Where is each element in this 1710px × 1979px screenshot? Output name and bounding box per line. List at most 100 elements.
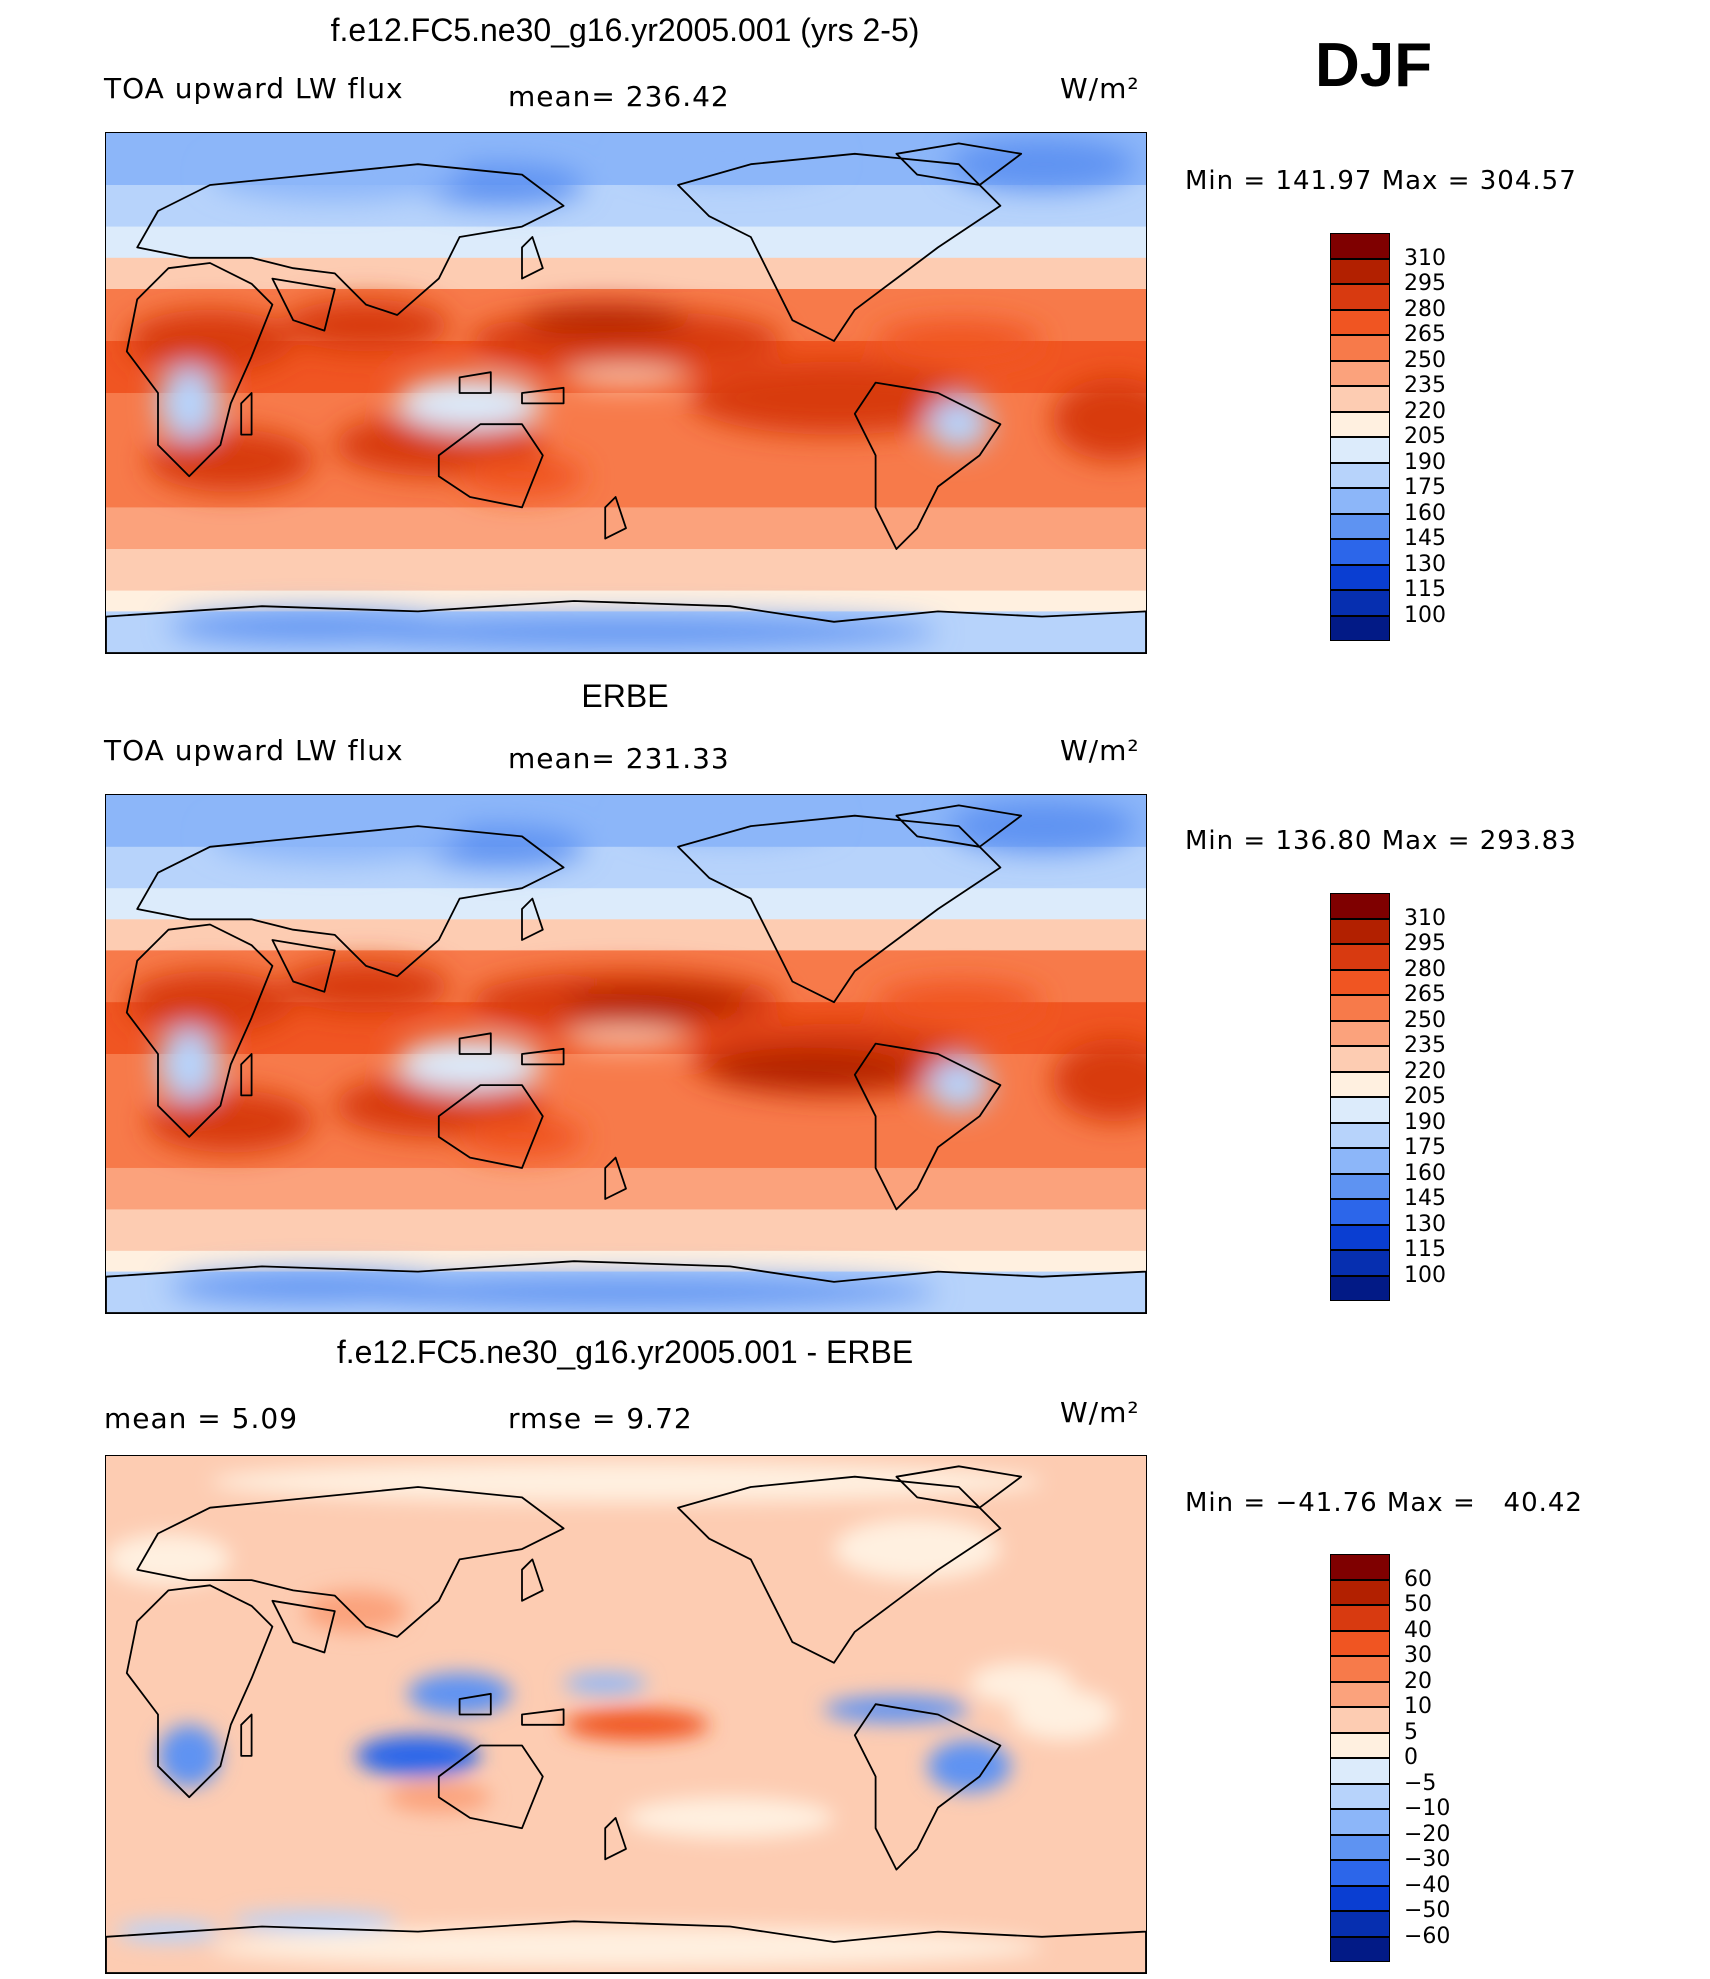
panel1-units: W/m² <box>1060 72 1140 105</box>
colorbar-tick-label: 190 <box>1404 449 1446 475</box>
colorbar-tick-label: 265 <box>1404 982 1446 1007</box>
colorbar-tick-label: 265 <box>1404 322 1446 347</box>
panel1-mean-label: mean= 236.42 <box>508 80 730 113</box>
colorbar-tick-label: 130 <box>1404 1211 1446 1237</box>
colorbar-swatch <box>1330 1809 1390 1835</box>
colorbar-tick-label: 295 <box>1404 271 1446 296</box>
panel3-mean-label: mean = 5.09 <box>104 1402 299 1435</box>
panel2-title: ERBE <box>581 678 669 714</box>
colorbar-swatch <box>1330 411 1390 437</box>
panel1-left-label: TOA upward LW flux <box>104 72 404 105</box>
colorbar-tick-label: 175 <box>1404 1135 1446 1160</box>
colorbar-swatch <box>1330 437 1390 463</box>
panel2-mean-label: mean= 231.33 <box>508 742 730 775</box>
colorbar-swatch <box>1330 1199 1390 1225</box>
colorbar-tick-label: 100 <box>1404 602 1446 628</box>
colorbar-tick-label: 50 <box>1404 1592 1432 1617</box>
panel3-units: W/m² <box>1060 1396 1140 1429</box>
colorbar-swatch <box>1330 1224 1390 1250</box>
colorbar-swatch <box>1330 1656 1390 1682</box>
panel2-units: W/m² <box>1060 734 1140 767</box>
colorbar-swatch <box>1330 918 1390 944</box>
colorbar-tick-label: −50 <box>1404 1898 1451 1923</box>
colorbar-tick-label: −40 <box>1404 1872 1451 1898</box>
colorbar-tick-label: 205 <box>1404 1084 1446 1109</box>
panel3-rmse-label: rmse = 9.72 <box>508 1402 693 1435</box>
colorbar-swatch <box>1330 386 1390 412</box>
colorbar-swatch <box>1330 1275 1390 1301</box>
colorbar-swatch <box>1330 335 1390 361</box>
panel2-left-label: TOA upward LW flux <box>104 734 404 767</box>
colorbar-tick-label: 280 <box>1404 956 1446 982</box>
colorbar-tick-label: 30 <box>1404 1643 1432 1668</box>
colorbar-swatch <box>1330 1046 1390 1072</box>
colorbar-tick-label: 235 <box>1404 1033 1446 1058</box>
colorbar-swatch <box>1330 1860 1390 1886</box>
colorbar-swatch <box>1330 1173 1390 1199</box>
colorbar-swatch <box>1330 564 1390 590</box>
colorbar-swatch <box>1330 462 1390 488</box>
colorbar-swatch <box>1330 944 1390 970</box>
colorbar-swatch <box>1330 1630 1390 1656</box>
colorbar-swatch <box>1330 284 1390 310</box>
colorbar-swatch <box>1330 995 1390 1021</box>
colorbar-swatch <box>1330 513 1390 539</box>
colorbar-tick-label: 10 <box>1404 1694 1432 1719</box>
colorbar-tick-label: −60 <box>1404 1923 1451 1949</box>
colorbar-swatch <box>1330 1097 1390 1123</box>
colorbar-tick-label: 310 <box>1404 905 1446 931</box>
panel1-title: f.e12.FC5.ne30_g16.yr2005.001 (yrs 2-5) <box>330 12 920 48</box>
colorbar-swatch <box>1330 258 1390 284</box>
colorbar-swatch <box>1330 1936 1390 1962</box>
colorbar-swatch <box>1330 488 1390 514</box>
colorbar-swatch <box>1330 893 1390 919</box>
colorbar-swatch <box>1330 1020 1390 1046</box>
colorbar-swatch <box>1330 309 1390 335</box>
colorbar-tick-label: 250 <box>1404 347 1446 373</box>
colorbar-tick-label: 115 <box>1404 1237 1446 1262</box>
panel2-map <box>105 794 1147 1314</box>
colorbar-swatch <box>1330 1834 1390 1860</box>
colorbar-swatch <box>1330 233 1390 259</box>
colorbar-swatch <box>1330 1732 1390 1758</box>
colorbar-tick-label: 310 <box>1404 245 1446 271</box>
panel2-min-max: Min = 136.80 Max = 293.83 <box>1185 826 1577 856</box>
colorbar-tick-label: −30 <box>1404 1847 1451 1872</box>
panel3-min-max: Min = −41.76 Max = 40.42 <box>1185 1488 1583 1518</box>
colorbar-tick-label: 175 <box>1404 475 1446 500</box>
colorbar-tick-label: 295 <box>1404 931 1446 956</box>
colorbar-tick-label: −20 <box>1404 1821 1451 1847</box>
colorbar-tick-label: 160 <box>1404 500 1446 526</box>
panel3-map <box>105 1455 1147 1974</box>
colorbar-tick-label: −5 <box>1404 1770 1437 1796</box>
colorbar-swatch <box>1330 1579 1390 1605</box>
colorbar-swatch <box>1330 1783 1390 1809</box>
colorbar-tick-label: 145 <box>1404 526 1446 551</box>
colorbar-swatch <box>1330 1911 1390 1937</box>
panel1-map <box>105 132 1147 654</box>
colorbar-swatch <box>1330 539 1390 565</box>
colorbar-swatch <box>1330 590 1390 616</box>
panel1-min-max: Min = 141.97 Max = 304.57 <box>1185 166 1577 196</box>
colorbar-swatch <box>1330 1148 1390 1174</box>
colorbar-tick-label: 0 <box>1404 1745 1418 1770</box>
colorbar-tick-label: 115 <box>1404 577 1446 602</box>
season-label: DJF <box>1315 31 1433 100</box>
colorbar-tick-label: 130 <box>1404 551 1446 577</box>
colorbar-swatch <box>1330 1758 1390 1784</box>
colorbar-swatch <box>1330 969 1390 995</box>
colorbar-swatch <box>1330 615 1390 641</box>
colorbar-tick-label: 40 <box>1404 1617 1432 1643</box>
colorbar-tick-label: 205 <box>1404 424 1446 449</box>
colorbar-swatch <box>1330 1681 1390 1707</box>
colorbar-tick-label: 20 <box>1404 1668 1432 1694</box>
colorbar-swatch <box>1330 1605 1390 1631</box>
colorbar-swatch <box>1330 1250 1390 1276</box>
colorbar-tick-label: 280 <box>1404 296 1446 322</box>
colorbar-tick-label: 5 <box>1404 1719 1418 1745</box>
colorbar-swatch <box>1330 1071 1390 1097</box>
colorbar-tick-label: 190 <box>1404 1109 1446 1135</box>
colorbar-swatch <box>1330 360 1390 386</box>
colorbar-tick-label: 160 <box>1404 1160 1446 1186</box>
colorbar-tick-label: 220 <box>1404 1058 1446 1084</box>
